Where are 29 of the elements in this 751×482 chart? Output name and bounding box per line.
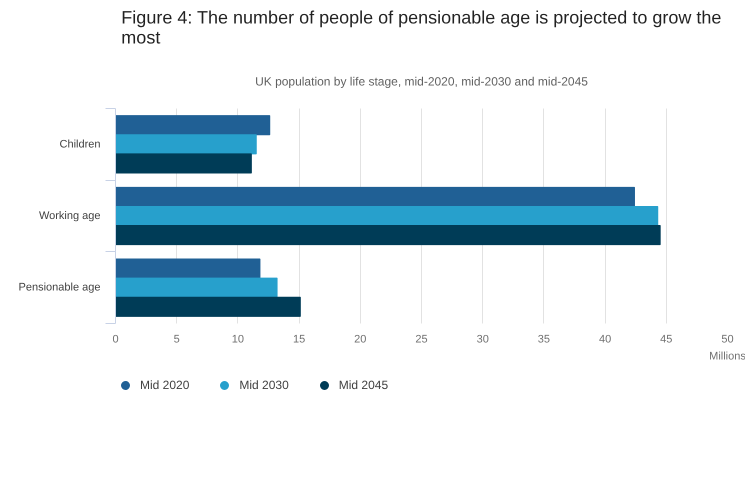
bar: [116, 206, 658, 226]
bar: [116, 186, 635, 207]
bar: [116, 115, 270, 136]
x-tick-label: 25: [415, 334, 428, 346]
x-tick-label: 10: [232, 334, 244, 346]
y-tick-label: Children: [60, 138, 101, 150]
x-tick-label: 30: [476, 334, 489, 346]
legend-label: Mid 2030: [239, 378, 289, 392]
bar: [116, 153, 252, 174]
x-tick-label: 40: [598, 334, 612, 346]
bar: [116, 258, 260, 279]
y-tick-label: Pensionable age: [18, 282, 101, 294]
chart-subtitle: UK population by life stage, mid-2020, mid-2030 and mid-2045: [255, 74, 588, 88]
chart-title: Figure 4: The number of people of pensionable age is projected to grow the most: [121, 8, 722, 48]
x-tick-label: 50: [721, 334, 734, 346]
bar: [116, 225, 661, 246]
x-tick-label: 20: [354, 334, 366, 346]
x-tick-label: 15: [292, 334, 306, 346]
bar: [116, 278, 278, 298]
x-axis-title: Millions: [709, 350, 746, 362]
bar: [116, 296, 301, 317]
legend-label: Mid 2045: [338, 378, 388, 392]
y-tick-label: Working age: [38, 210, 101, 222]
legend-label: Mid 2020: [140, 378, 190, 392]
x-tick-label: 35: [538, 334, 550, 346]
x-tick-label: 45: [660, 334, 672, 346]
x-tick-label: 5: [174, 334, 180, 346]
x-tick-label: 0: [112, 334, 119, 346]
bar: [116, 134, 257, 154]
